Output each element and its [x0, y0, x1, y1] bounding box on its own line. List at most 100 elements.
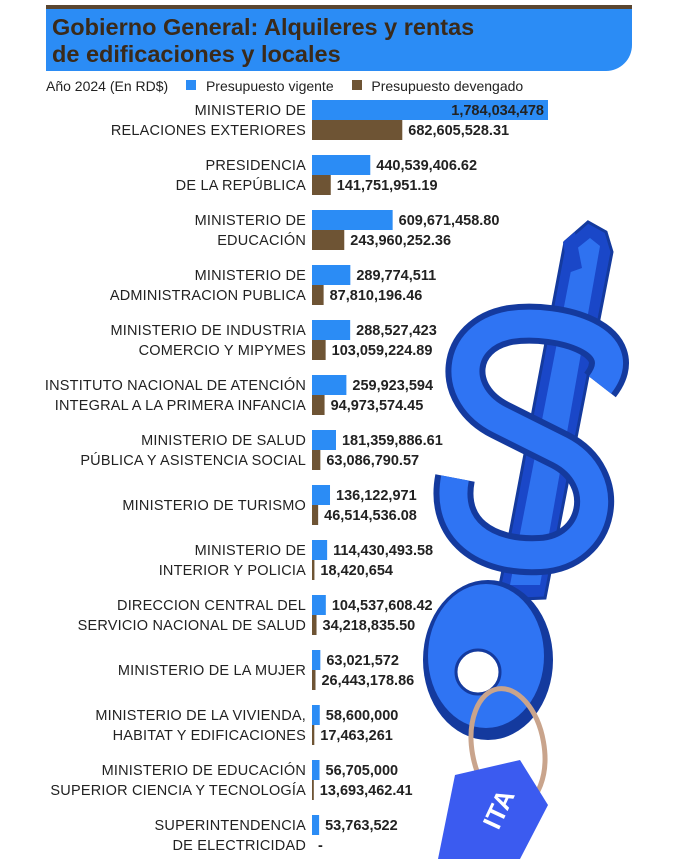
bar-devengado: [312, 615, 317, 635]
data-label: 243,960,252.36: [350, 233, 451, 249]
category-label-line: DE ELECTRICIDAD: [172, 838, 306, 854]
data-label: 87,810,196.46: [330, 288, 423, 304]
category-label: MINISTERIO DE EDUCACIÓN SUPERIOR CIENCIA …: [50, 762, 306, 799]
bar-vigente: [312, 265, 351, 285]
category-label-line: MINISTERIO DE LA MUJER: [118, 663, 306, 679]
category-label-line: MINISTERIO DE: [195, 213, 306, 229]
category-label-line: MINISTERIO DE LA VIVIENDA,: [95, 708, 306, 724]
data-label: 26,443,178.86: [321, 673, 414, 689]
bar-devengado: [312, 505, 319, 525]
bar-devengado: [312, 450, 321, 470]
category-label-line: INSTITUTO NACIONAL DE ATENCIÓN: [45, 377, 306, 394]
bar-vigente: [312, 320, 351, 340]
category-label: MINISTERIO DE INTERIOR Y POLICIA: [159, 543, 306, 579]
data-label: 136,122,971: [336, 488, 417, 504]
bar-vigente: [312, 430, 336, 450]
data-label: 46,514,536.08: [324, 508, 417, 524]
bar-devengado: [312, 120, 403, 140]
data-label: 17,463,261: [320, 728, 393, 744]
category-label-line: MINISTERIO DE TURISMO: [122, 498, 306, 514]
category-label-line: DE LA REPÚBLICA: [176, 177, 306, 194]
bar-devengado: [312, 175, 331, 195]
data-label: 259,923,594: [352, 378, 433, 394]
bar-vigente: [312, 100, 548, 120]
data-label: 141,751,951.19: [337, 178, 438, 194]
data-label: 13,693,462.41: [320, 783, 413, 799]
bar-vigente: [312, 650, 321, 670]
category-label-line: MINISTERIO DE SALUD: [141, 433, 306, 449]
bar-vigente: [312, 815, 320, 835]
subtitle-legend-row: Año 2024 (En RD$) Presupuesto vigente Pr…: [46, 76, 523, 94]
category-label-line: INTERIOR Y POLICIA: [159, 563, 306, 579]
category-label: MINISTERIO DE INDUSTRIA COMERCIO Y MIPYME…: [110, 323, 306, 359]
category-label: DIRECCION CENTRAL DEL SERVICIO NACIONAL D…: [78, 598, 306, 634]
category-label: MINISTERIO DE TURISMO: [122, 498, 306, 514]
data-label: 104,537,608.42: [332, 598, 433, 614]
data-label: 18,420,654: [320, 563, 393, 579]
data-label: 34,218,835.50: [323, 618, 416, 634]
category-label-line: HABITAT Y EDIFICACIONES: [113, 728, 306, 744]
data-label: 682,605,528.31: [408, 123, 509, 139]
data-label: 94,973,574.45: [331, 398, 424, 414]
chart-title-line-2: de edificaciones y locales: [52, 41, 341, 67]
category-label: SUPERINTENDENCIA DE ELECTRICIDAD: [155, 818, 307, 854]
category-label-line: EDUCACIÓN: [217, 232, 306, 249]
bar-devengado: [312, 395, 325, 415]
bar-vigente: [312, 210, 393, 230]
category-label-line: MINISTERIO DE: [195, 103, 306, 119]
data-label: 288,527,423: [356, 323, 437, 339]
bars-layer: MINISTERIO DE RELACIONES EXTERIORES 1,784,…: [45, 100, 548, 854]
bar-vigente: [312, 540, 328, 560]
bar-devengado: [312, 230, 345, 250]
data-label: 289,774,511: [356, 268, 436, 284]
bar-vigente: [312, 705, 320, 725]
bar-devengado: [312, 340, 326, 360]
category-label-line: INTEGRAL A LA PRIMERA INFANCIA: [55, 398, 306, 414]
bar-vigente: [312, 485, 331, 505]
category-label: MINISTERIO DE SALUD PÚBLICA Y ASISTENCIA …: [80, 433, 306, 469]
chart-subtitle: Año 2024 (En RD$): [46, 78, 169, 95]
data-label: 63,086,790.57: [326, 453, 419, 469]
legend-label-vigente: Presupuesto vigente: [205, 78, 334, 95]
data-label: -: [318, 838, 323, 854]
data-label: 53,763,522: [325, 818, 398, 834]
bar-vigente: [312, 760, 320, 780]
category-label-line: MINISTERIO DE EDUCACIÓN: [102, 762, 306, 779]
bar-devengado: [312, 725, 315, 745]
data-label: 56,705,000: [326, 763, 399, 779]
category-label-line: PÚBLICA Y ASISTENCIA SOCIAL: [80, 452, 306, 469]
category-label-line: SERVICIO NACIONAL DE SALUD: [78, 618, 306, 634]
category-label-line: MINISTERIO DE INDUSTRIA: [110, 323, 306, 339]
data-label: 58,600,000: [326, 708, 399, 724]
category-label-line: PRESIDENCIA: [206, 158, 307, 174]
data-label: 1,784,034,478: [451, 103, 544, 119]
category-label-line: MINISTERIO DE: [195, 268, 306, 284]
data-label: 440,539,406.62: [376, 158, 477, 174]
bar-devengado: [312, 780, 314, 800]
category-label: INSTITUTO NACIONAL DE ATENCIÓN INTEGRAL A…: [45, 377, 306, 414]
legend-swatch-devengado: [351, 80, 362, 91]
chart-title: Gobierno General: Alquileres y rentas de…: [52, 14, 612, 68]
category-label-line: COMERCIO Y MIPYMES: [139, 343, 306, 359]
bar-devengado: [312, 560, 315, 580]
category-label: PRESIDENCIA DE LA REPÚBLICA: [176, 158, 306, 194]
legend-swatch-vigente: [186, 80, 197, 91]
bar-devengado: [312, 670, 316, 690]
title-banner: [46, 9, 632, 71]
data-label: 181,359,886.61: [342, 433, 443, 449]
data-label: 114,430,493.58: [333, 543, 433, 559]
bar-vigente: [312, 155, 371, 175]
data-label: 63,021,572: [326, 653, 399, 669]
key-dollar-icon: ITA: [423, 220, 629, 859]
category-label-line: RELACIONES EXTERIORES: [111, 123, 306, 139]
category-label: MINISTERIO DE EDUCACIÓN: [195, 213, 306, 249]
category-label-line: SUPERIOR CIENCIA Y TECNOLOGÍA: [50, 782, 306, 799]
bar-devengado: [312, 285, 324, 305]
data-label: 609,671,458.80: [399, 213, 500, 229]
category-label-line: ADMINISTRACION PUBLICA: [110, 288, 306, 304]
category-label: MINISTERIO DE LA MUJER: [118, 663, 306, 679]
legend-label-devengado: Presupuesto devengado: [371, 78, 524, 95]
bar-vigente: [312, 375, 347, 395]
category-label-line: SUPERINTENDENCIA: [155, 818, 307, 834]
